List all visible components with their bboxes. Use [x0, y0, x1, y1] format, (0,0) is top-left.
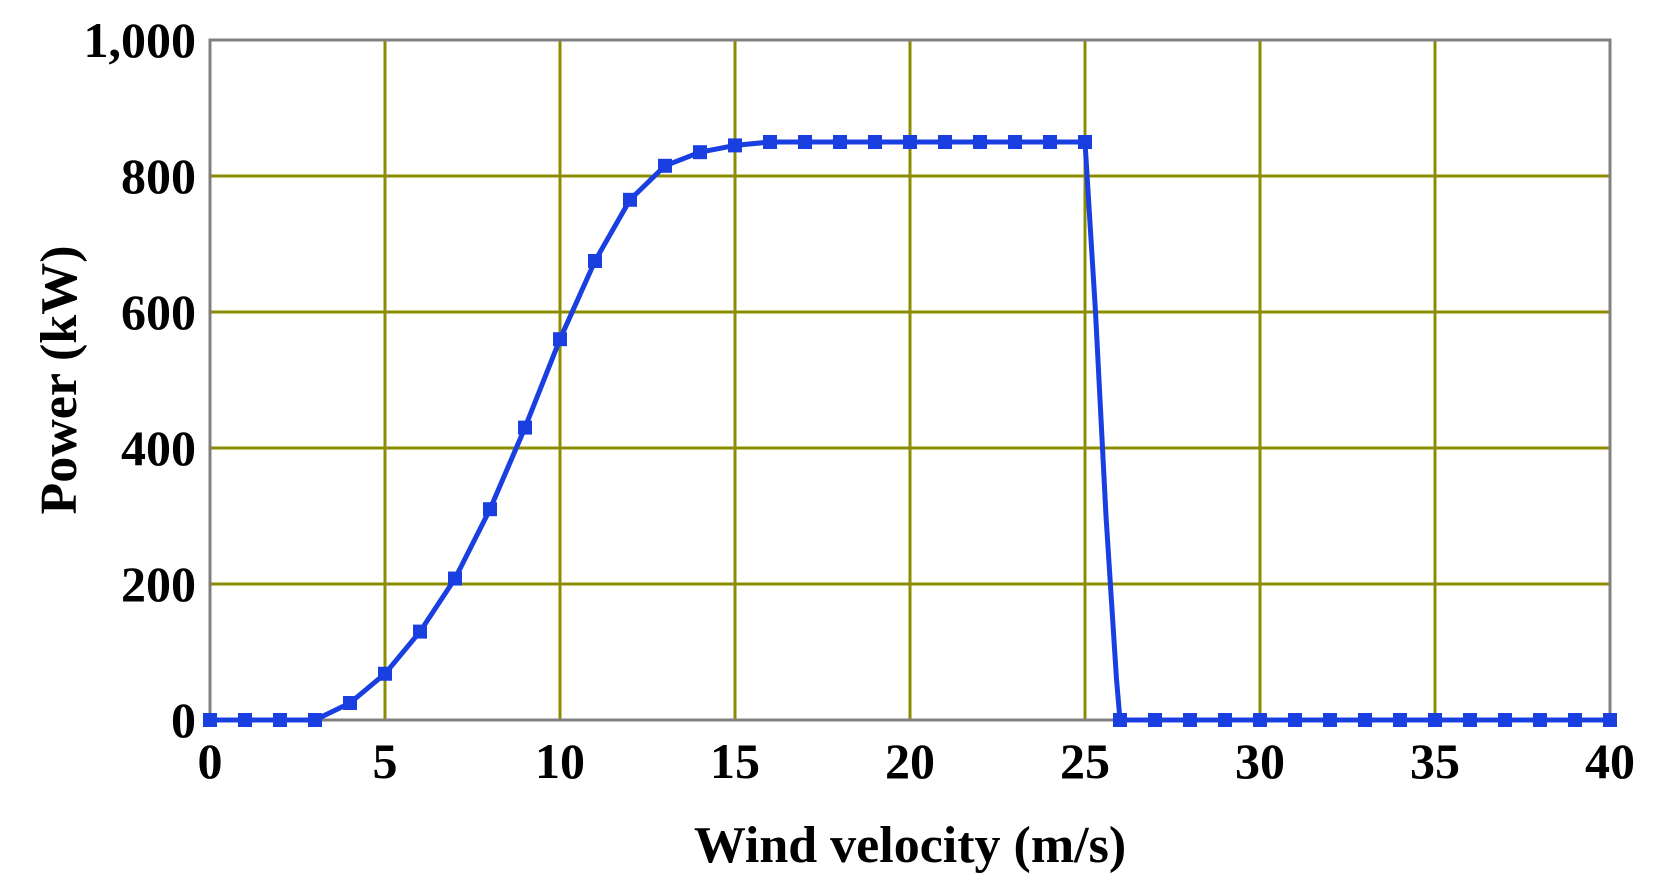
data-point-marker: [1603, 713, 1617, 727]
data-point-marker: [1393, 713, 1407, 727]
data-point-marker: [938, 135, 952, 149]
x-tick-label: 15: [710, 733, 760, 789]
x-tick-labels: 0 5 10 15 20 25 30 35 40: [198, 733, 1636, 789]
data-point-marker: [203, 713, 217, 727]
y-tick-label: 0: [171, 692, 196, 748]
data-point-marker: [343, 696, 357, 710]
data-point-marker: [1463, 713, 1477, 727]
data-point-marker: [238, 713, 252, 727]
data-point-marker: [1008, 135, 1022, 149]
data-point-marker: [518, 420, 532, 435]
y-axis-title: Power (kW): [31, 245, 88, 514]
x-tick-label: 35: [1410, 733, 1460, 789]
data-point-marker: [1253, 713, 1267, 727]
data-point-marker: [833, 135, 847, 149]
data-point-marker: [623, 192, 637, 207]
data-point-marker: [1498, 713, 1512, 727]
y-tick-label: 800: [121, 148, 196, 204]
data-point-marker: [1568, 713, 1582, 727]
y-tick-label: 600: [121, 284, 196, 340]
data-point-marker: [1043, 135, 1057, 149]
data-point-marker: [448, 571, 462, 586]
data-point-marker: [413, 624, 427, 639]
data-point-marker: [868, 135, 882, 149]
x-tick-label: 5: [373, 733, 398, 789]
y-tick-label: 400: [121, 420, 196, 476]
data-point-marker: [1218, 713, 1232, 727]
y-tick-label: 200: [121, 556, 196, 612]
data-point-marker: [1358, 713, 1372, 727]
data-point-marker: [1078, 135, 1092, 149]
data-point-marker: [1533, 713, 1547, 727]
data-point-marker: [728, 138, 742, 153]
data-point-marker: [553, 332, 567, 347]
grid-lines: [210, 40, 1610, 720]
data-point-marker: [273, 713, 287, 727]
data-point-marker: [1148, 713, 1162, 727]
data-point-marker: [763, 135, 777, 149]
y-tick-labels: 0 200 400 600 800 1,000: [84, 12, 197, 748]
data-point-marker: [973, 135, 987, 149]
x-tick-label: 25: [1060, 733, 1110, 789]
x-tick-label: 30: [1235, 733, 1285, 789]
data-point-marker: [798, 135, 812, 149]
data-point-marker: [658, 158, 672, 173]
data-point-marker: [903, 135, 917, 149]
x-tick-label: 40: [1585, 733, 1635, 789]
x-tick-label: 10: [535, 733, 585, 789]
x-tick-label: 0: [198, 733, 223, 789]
data-point-marker: [483, 502, 497, 517]
data-point-marker: [693, 145, 707, 160]
data-point-marker: [1323, 713, 1337, 727]
x-axis-title: Wind velocity (m/s): [694, 817, 1126, 874]
series-layer: [203, 135, 1617, 727]
data-point-marker: [1113, 713, 1127, 727]
data-point-marker: [588, 254, 602, 268]
data-point-marker: [1288, 713, 1302, 727]
x-tick-label: 20: [885, 733, 935, 789]
plot-frame: [208, 38, 1612, 722]
y-tick-label: 1,000: [84, 12, 197, 68]
data-point-marker: [378, 666, 392, 681]
data-point-marker: [1183, 713, 1197, 727]
data-point-marker: [308, 713, 322, 727]
data-point-marker: [1428, 713, 1442, 727]
